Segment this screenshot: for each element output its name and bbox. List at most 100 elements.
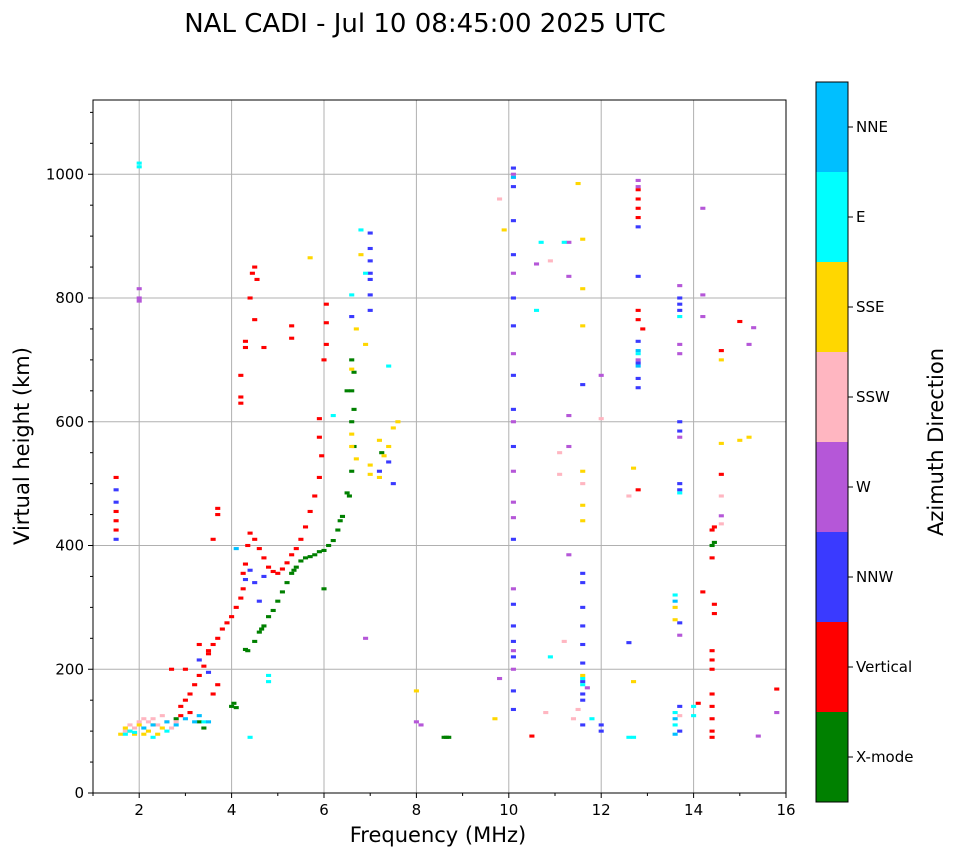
echo-point [386, 460, 392, 464]
echo-point [510, 649, 516, 653]
echo-point [219, 627, 225, 631]
echo-point [367, 277, 373, 281]
echo-point [510, 689, 516, 693]
echo-point [510, 175, 516, 179]
echo-point [677, 729, 683, 733]
colorbar-entry-label: Vertical [856, 658, 912, 676]
echo-point [238, 373, 244, 377]
colorbar-label: Azimuth Direction [924, 348, 948, 536]
echo-point [349, 444, 355, 449]
echo-point [266, 673, 272, 677]
echo-point [510, 500, 516, 504]
echo-point [635, 361, 641, 365]
echo-point [136, 161, 142, 165]
echo-point [376, 469, 382, 473]
y-tick-label: 800 [55, 289, 84, 307]
echo-point [510, 516, 516, 520]
echo-point [510, 444, 516, 449]
echo-point [127, 723, 133, 727]
echo-point [580, 482, 586, 486]
echo-point [323, 342, 329, 346]
echo-point [510, 324, 516, 328]
echo-point [256, 547, 262, 551]
echo-point [547, 259, 553, 263]
echo-point [533, 308, 540, 312]
echo-point [316, 435, 322, 439]
echo-point [700, 293, 706, 297]
echo-point [677, 296, 683, 300]
echo-point [677, 315, 683, 319]
echo-point [266, 615, 272, 619]
colorbar-swatch [816, 82, 848, 172]
echo-point [718, 358, 724, 362]
echo-point [510, 172, 516, 176]
echo-point [510, 639, 516, 643]
echo-point [353, 327, 359, 331]
echo-point [580, 469, 586, 473]
axis-ticks: 2 4 6 8 10 12 14 16 0 200 400 600 800 1000 [46, 111, 796, 819]
echo-point [367, 463, 373, 467]
echo-point [249, 271, 255, 275]
echo-point [113, 537, 119, 541]
echo-point [700, 315, 706, 319]
echo-point [275, 571, 281, 575]
echo-point [626, 735, 632, 739]
echo-point [205, 670, 212, 674]
echo-point [279, 567, 285, 571]
colorbar-entry-label: SSE [856, 298, 885, 316]
echo-point [497, 676, 503, 681]
echo-point [113, 475, 119, 479]
echo-point [635, 376, 641, 380]
echo-point [349, 367, 355, 371]
echo-point [242, 577, 249, 582]
colorbar-entry-label: W [856, 478, 871, 496]
echo-point [580, 673, 586, 677]
echo-point [718, 514, 724, 518]
echo-point [446, 735, 452, 739]
echo-point [533, 262, 540, 266]
echo-point [580, 683, 586, 687]
echo-point [178, 714, 184, 718]
echo-point [275, 599, 281, 603]
echo-point [319, 454, 325, 458]
colorbar-entry-label: NNW [856, 568, 893, 586]
echo-point [580, 698, 586, 702]
echo-point [584, 686, 590, 690]
echo-point [580, 642, 586, 647]
echo-point [635, 178, 641, 182]
echo-point [635, 488, 641, 492]
echo-point [238, 596, 244, 600]
echo-point [751, 326, 757, 330]
echo-point [289, 336, 295, 340]
echo-point [557, 472, 563, 476]
echo-point [141, 732, 147, 736]
echo-point [575, 707, 581, 712]
echo-point [635, 216, 641, 220]
echo-point [711, 525, 717, 529]
echo-point [580, 680, 586, 684]
echo-point [672, 605, 678, 609]
echo-point [390, 482, 396, 486]
echo-point [672, 732, 678, 736]
echo-point [173, 717, 179, 721]
echo-point [358, 253, 364, 257]
echo-point [224, 621, 230, 625]
echo-point [580, 692, 586, 696]
echo-point [256, 599, 262, 603]
echo-point [580, 237, 586, 241]
echo-point [755, 734, 761, 738]
x-tick-label: 16 [776, 801, 795, 819]
echo-point [132, 726, 138, 730]
echo-point [337, 519, 343, 523]
echo-point [349, 315, 355, 319]
echo-point [118, 732, 124, 736]
echo-point [501, 228, 507, 232]
colorbar-frame [815, 81, 849, 803]
echo-point [349, 389, 355, 393]
echo-point [155, 732, 161, 736]
echo-point [349, 469, 355, 473]
echo-point [630, 466, 637, 470]
echo-point [635, 349, 641, 353]
echo-point [395, 420, 401, 424]
